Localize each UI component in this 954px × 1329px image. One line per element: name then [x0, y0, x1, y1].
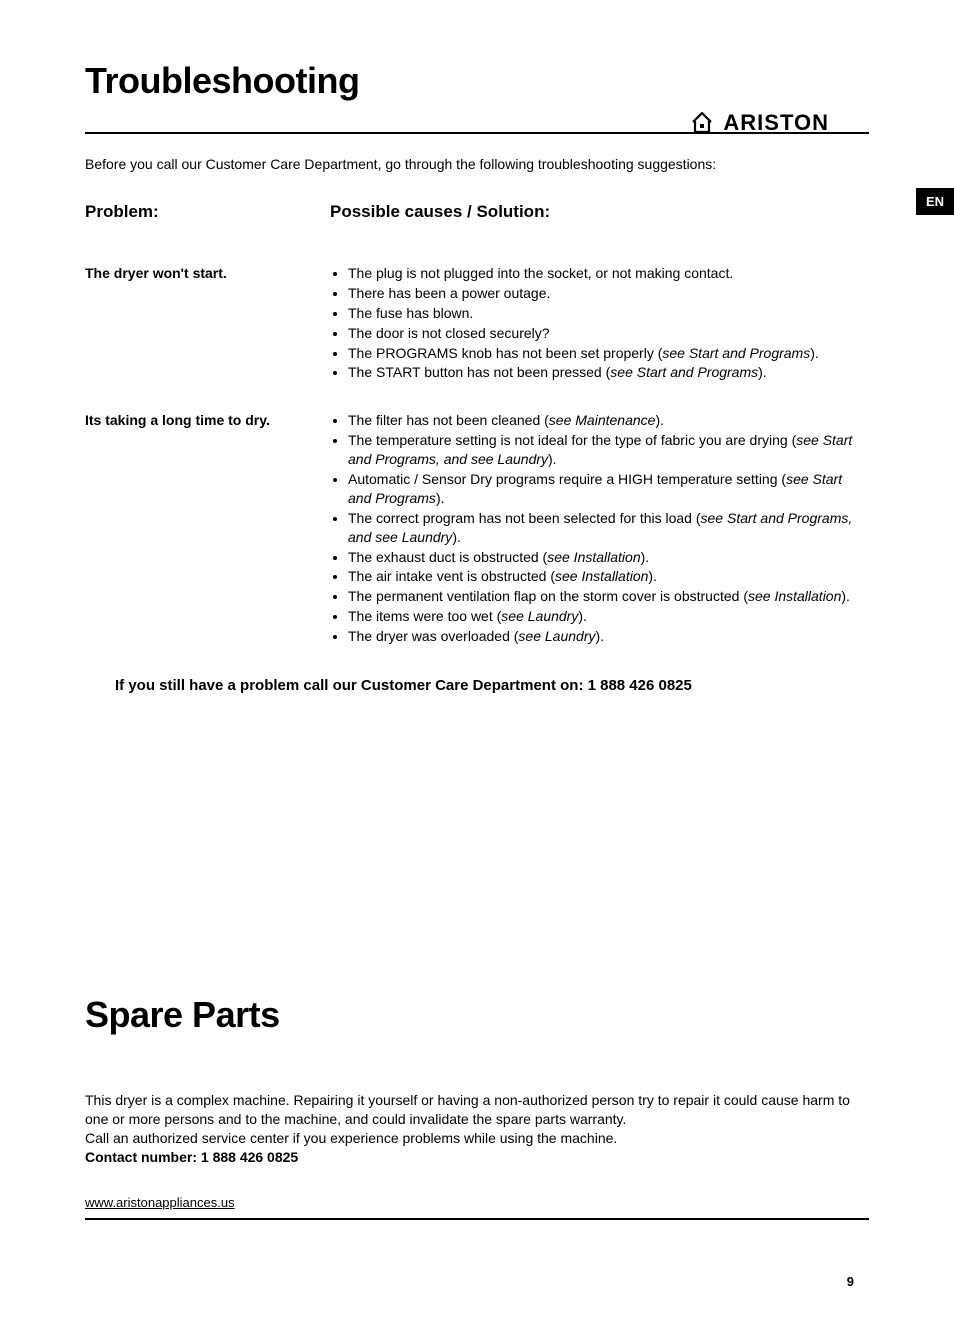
- divider-bottom: [85, 1218, 869, 1220]
- troubleshoot-row: The dryer won't start. The plug is not pl…: [85, 264, 869, 383]
- header-solution: Possible causes / Solution:: [330, 202, 869, 222]
- language-badge: EN: [916, 188, 954, 215]
- solution-item: The door is not closed securely?: [348, 324, 869, 343]
- page-number: 9: [847, 1274, 854, 1289]
- solution-item: The temperature setting is not ideal for…: [348, 431, 869, 469]
- intro-text: Before you call our Customer Care Depart…: [85, 156, 869, 172]
- troubleshoot-row: Its taking a long time to dry. The filter…: [85, 411, 869, 647]
- house-icon: [689, 110, 715, 136]
- cross-reference: see Installation: [555, 568, 648, 584]
- page-title-troubleshooting: Troubleshooting: [85, 60, 869, 102]
- solution-list: The plug is not plugged into the socket,…: [330, 264, 869, 382]
- solution-item: The filter has not been cleaned (see Mai…: [348, 411, 869, 430]
- cross-reference: see Installation: [748, 588, 841, 604]
- customer-care-callout: If you still have a problem call our Cus…: [115, 677, 869, 694]
- solution-item: The PROGRAMS knob has not been set prope…: [348, 344, 869, 363]
- solution-item: The air intake vent is obstructed (see I…: [348, 567, 869, 586]
- solution-item: The correct program has not been selecte…: [348, 509, 869, 547]
- cross-reference: see Start and Programs: [610, 364, 758, 380]
- solution-list: The filter has not been cleaned (see Mai…: [330, 411, 869, 646]
- contact-number: Contact number: 1 888 426 0825: [85, 1148, 869, 1167]
- cross-reference: see Start and Programs, and see Laundry: [348, 510, 852, 545]
- solution-item: The permanent ventilation flap on the st…: [348, 587, 869, 606]
- solution-item: The fuse has blown.: [348, 304, 869, 323]
- cross-reference: see Start and Programs, and see Laundry: [348, 432, 852, 467]
- cross-reference: see Start and Programs: [348, 471, 842, 506]
- solution-item: The START button has not been pressed (s…: [348, 363, 869, 382]
- header-problem: Problem:: [85, 202, 310, 222]
- solution-item: The plug is not plugged into the socket,…: [348, 264, 869, 283]
- cross-reference: see Laundry: [501, 608, 578, 624]
- solution-item: There has been a power outage.: [348, 284, 869, 303]
- column-headers: Problem: Possible causes / Solution:: [85, 202, 869, 244]
- spare-parts-body-2: Call an authorized service center if you…: [85, 1129, 869, 1148]
- cross-reference: see Start and Programs: [662, 345, 810, 361]
- cross-reference: see Installation: [547, 549, 640, 565]
- problem-label: Its taking a long time to dry.: [85, 411, 310, 431]
- solution-item: The exhaust duct is obstructed (see Inst…: [348, 548, 869, 567]
- cross-reference: see Laundry: [518, 628, 595, 644]
- page-title-spare-parts: Spare Parts: [85, 994, 869, 1036]
- cross-reference: see Maintenance: [549, 412, 656, 428]
- problem-label: The dryer won't start.: [85, 264, 310, 284]
- website-link[interactable]: www.aristonappliances.us: [85, 1195, 235, 1210]
- brand-logo: ARISTON: [689, 110, 829, 136]
- solution-item: The dryer was overloaded (see Laundry).: [348, 627, 869, 646]
- solution-item: The items were too wet (see Laundry).: [348, 607, 869, 626]
- spare-parts-body-1: This dryer is a complex machine. Repairi…: [85, 1091, 869, 1129]
- solution-item: Automatic / Sensor Dry programs require …: [348, 470, 869, 508]
- brand-name: ARISTON: [723, 110, 829, 136]
